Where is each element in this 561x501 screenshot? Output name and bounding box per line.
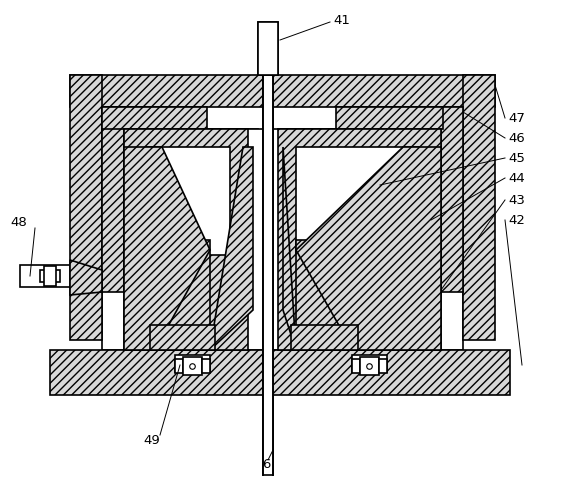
Bar — [441, 107, 463, 292]
Bar — [291, 325, 358, 350]
Bar — [202, 359, 210, 373]
Bar — [146, 147, 230, 255]
Bar — [175, 355, 210, 372]
Bar — [296, 147, 419, 255]
Bar — [20, 265, 70, 287]
Polygon shape — [210, 147, 253, 350]
Bar — [70, 75, 495, 107]
Bar — [102, 107, 207, 129]
Bar — [258, 22, 278, 75]
Bar — [336, 107, 443, 129]
Polygon shape — [102, 107, 463, 350]
Text: 48: 48 — [10, 216, 27, 229]
Polygon shape — [283, 147, 296, 350]
Bar — [278, 129, 441, 350]
Text: 47: 47 — [508, 112, 525, 125]
Bar — [379, 359, 387, 373]
Text: 46: 46 — [508, 131, 525, 144]
Bar — [44, 266, 56, 286]
Text: 44: 44 — [508, 171, 525, 184]
Bar — [278, 129, 441, 350]
Text: 41: 41 — [333, 14, 350, 27]
Polygon shape — [124, 147, 210, 350]
Bar — [296, 240, 353, 350]
Text: 45: 45 — [508, 151, 525, 164]
Text: 42: 42 — [508, 213, 525, 226]
Bar — [175, 359, 183, 373]
Bar — [155, 240, 210, 350]
Bar — [124, 129, 258, 350]
Text: 43: 43 — [508, 193, 525, 206]
Bar — [463, 75, 495, 340]
Text: 6: 6 — [262, 458, 270, 471]
Polygon shape — [70, 260, 102, 295]
Bar — [70, 75, 102, 340]
Bar — [124, 129, 248, 350]
Bar — [360, 357, 379, 375]
Bar — [263, 75, 273, 475]
Bar — [258, 22, 278, 75]
Bar — [50, 350, 510, 395]
Bar — [352, 359, 360, 373]
Bar — [183, 357, 202, 375]
Bar — [150, 325, 215, 350]
Bar — [102, 107, 124, 292]
Bar — [352, 355, 387, 372]
Bar — [40, 270, 60, 282]
Polygon shape — [296, 147, 441, 350]
Text: 49: 49 — [143, 433, 160, 446]
